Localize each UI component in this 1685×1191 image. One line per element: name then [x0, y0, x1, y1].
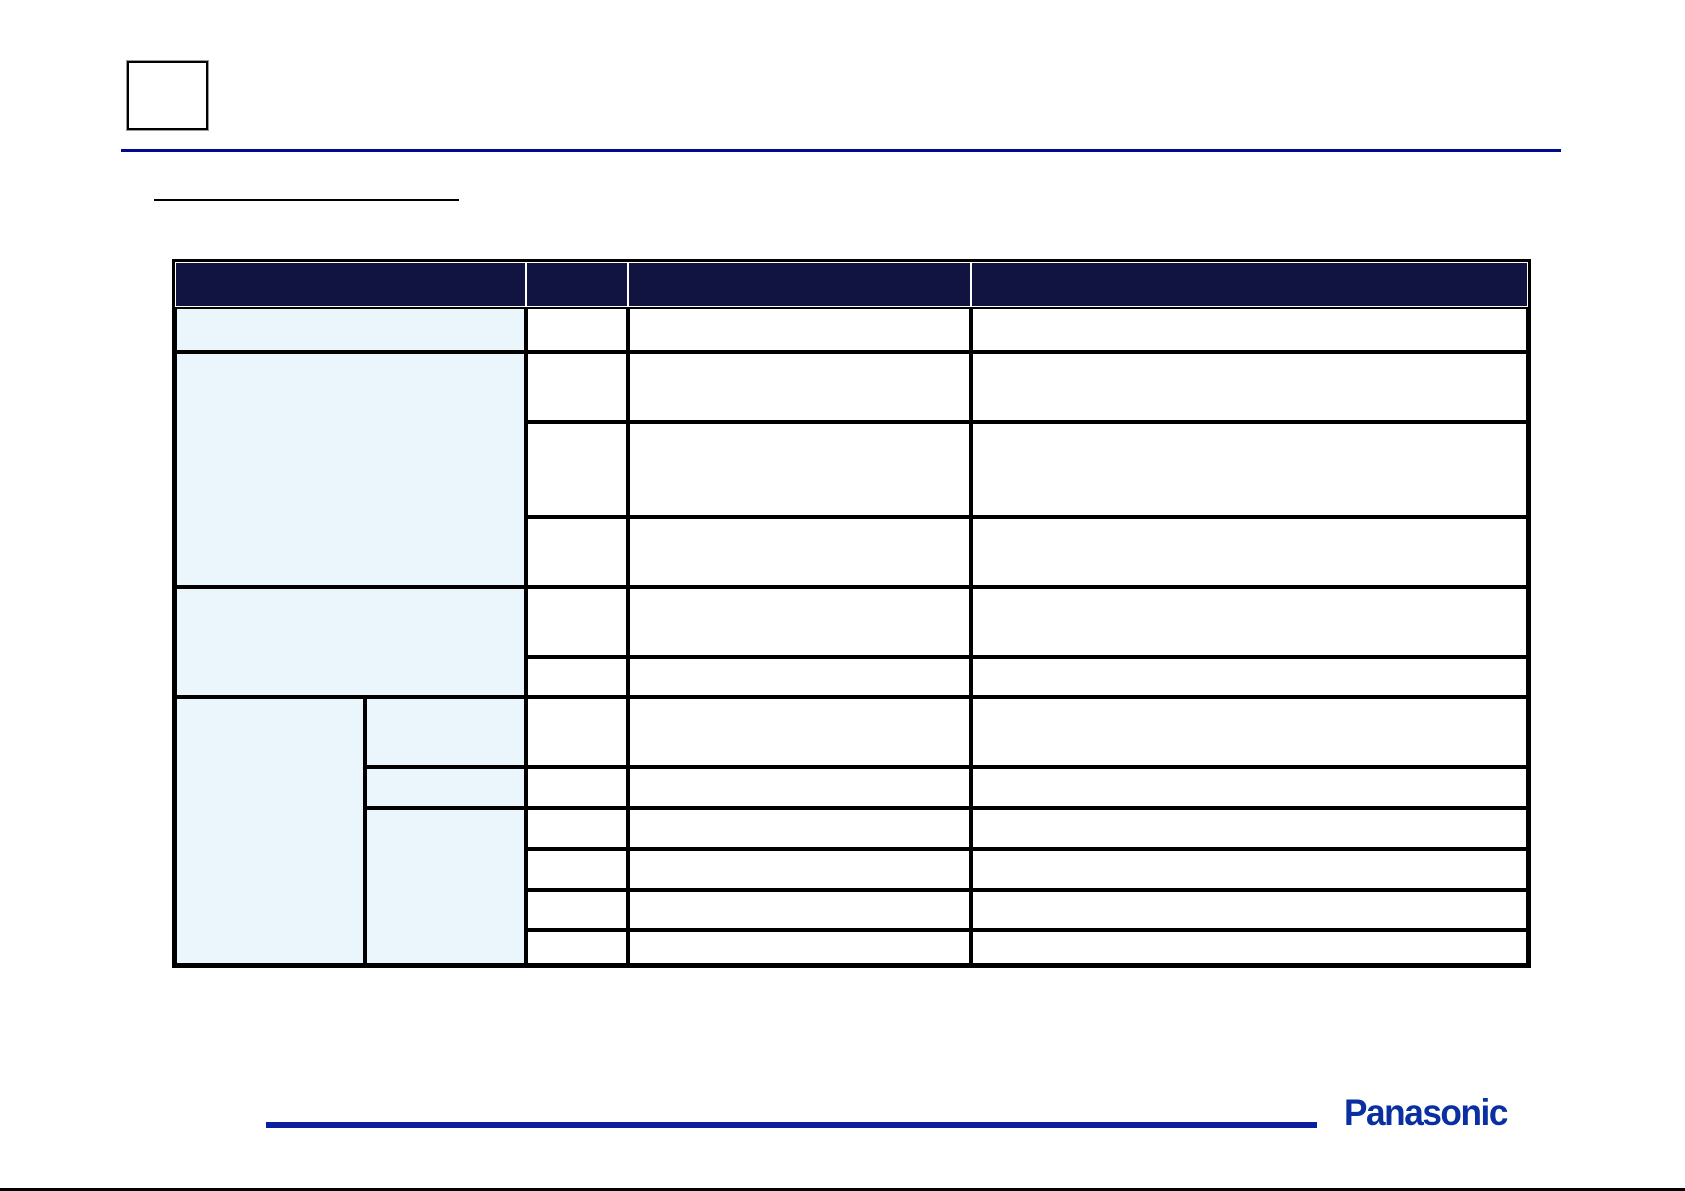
- table-cell: [971, 849, 1528, 890]
- table-cell: [526, 657, 628, 697]
- table-cell: [526, 890, 628, 930]
- header-cell-1: [175, 262, 526, 307]
- table-cell: [526, 422, 628, 517]
- table-cell: [628, 767, 971, 808]
- row-sublabel-2: [365, 767, 526, 808]
- table-cell: [971, 890, 1528, 930]
- table-cell: [971, 587, 1528, 657]
- table-cell: [628, 422, 971, 517]
- table-cell: [971, 808, 1528, 849]
- slide-number-box: [127, 61, 208, 130]
- header-rule: [121, 149, 1561, 152]
- table-cell: [526, 352, 628, 422]
- table-cell: [971, 930, 1528, 965]
- table-cell: [971, 422, 1528, 517]
- table-cell: [628, 352, 971, 422]
- table-cell: [628, 307, 971, 352]
- row-label-4: [175, 697, 365, 965]
- table-cell: [971, 307, 1528, 352]
- table-cell: [628, 930, 971, 965]
- table-cell: [971, 767, 1528, 808]
- table-cell: [971, 352, 1528, 422]
- panasonic-logo: Panasonic: [1344, 1092, 1508, 1133]
- spec-table: [172, 259, 1531, 968]
- table-cell: [526, 307, 628, 352]
- header-cell-4: [971, 262, 1528, 307]
- row-sublabel-3: [365, 808, 526, 965]
- table-cell: [628, 587, 971, 657]
- footer-rule: [266, 1122, 1317, 1128]
- table-cell: [971, 697, 1528, 767]
- table-cell: [526, 930, 628, 965]
- table-cell: [526, 767, 628, 808]
- table-cell: [628, 517, 971, 587]
- bottom-border: [0, 1188, 1685, 1191]
- table-cell: [971, 657, 1528, 697]
- row-label-1: [175, 307, 526, 352]
- table-cell: [526, 697, 628, 767]
- header-cell-2: [526, 262, 628, 307]
- table-cell: [526, 587, 628, 657]
- row-label-3: [175, 587, 526, 697]
- table-cell: [526, 517, 628, 587]
- table-cell: [526, 808, 628, 849]
- row-sublabel-1: [365, 697, 526, 767]
- table-cell: [628, 808, 971, 849]
- table-cell: [628, 697, 971, 767]
- section-title-underline: [154, 199, 459, 201]
- table-cell: [971, 517, 1528, 587]
- table-cell: [628, 849, 971, 890]
- table-cell: [628, 890, 971, 930]
- table-cell: [628, 657, 971, 697]
- header-cell-3: [628, 262, 971, 307]
- row-label-2: [175, 352, 526, 587]
- table-cell: [526, 849, 628, 890]
